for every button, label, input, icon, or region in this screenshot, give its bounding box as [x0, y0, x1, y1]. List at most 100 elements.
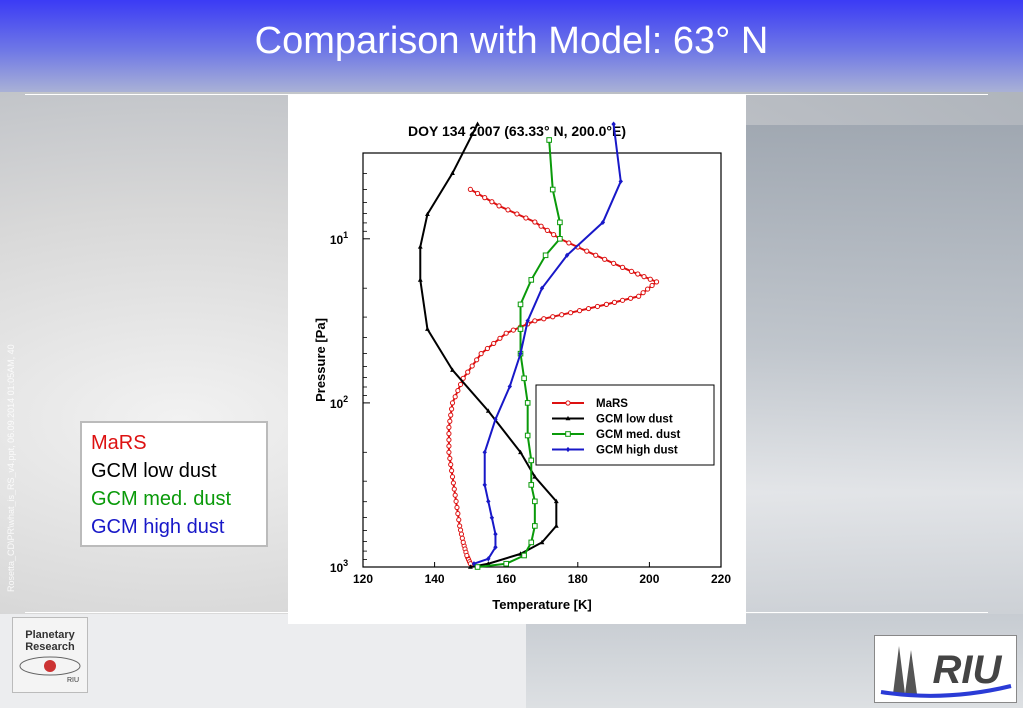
data-point-gcm-med-dust	[528, 482, 535, 488]
wave-icon	[880, 684, 1012, 698]
legend-item-gcm-low: GCM low dust	[91, 460, 217, 482]
logo-line-1: Planetary	[25, 629, 75, 641]
data-point-mars	[459, 535, 465, 541]
data-point-mars	[496, 203, 502, 209]
data-point-gcm-low-dust	[553, 523, 559, 528]
series-mars	[446, 186, 660, 567]
data-point-mars	[446, 443, 452, 449]
data-point-mars	[452, 492, 458, 498]
y-axis: 101 102 103	[330, 152, 370, 575]
data-point-gcm-low-dust	[485, 561, 491, 566]
chart-legend: MaRS GCM low dust GCM med. dust GCM high du…	[535, 384, 715, 466]
data-point-gcm-low-dust	[539, 539, 545, 545]
legend-marker-gcm-low-dust	[565, 415, 571, 421]
side-file-note: Rosetta_CD\PR\what_is_RS_v4.ppt, 06.09.2…	[6, 344, 16, 592]
data-point-gcm-med-dust	[474, 564, 481, 570]
data-point-gcm-low-dust	[417, 277, 423, 282]
data-point-mars	[446, 449, 452, 455]
data-point-gcm-med-dust	[524, 400, 531, 406]
data-point-mars	[594, 303, 601, 310]
planet-icon	[44, 660, 56, 672]
data-point-mars	[576, 308, 583, 314]
data-point-mars	[603, 301, 610, 307]
data-point-gcm-med-dust	[521, 552, 527, 559]
data-point-mars	[568, 310, 574, 316]
data-point-mars	[550, 314, 556, 320]
data-point-mars	[469, 363, 475, 369]
header-divider	[25, 94, 988, 95]
data-point-gcm-med-dust	[524, 432, 531, 439]
data-point-gcm-med-dust	[528, 539, 535, 546]
x-tick-label-3: 180	[568, 572, 588, 586]
x-tick-label-2: 160	[496, 572, 516, 586]
logo-tag: RIU	[67, 677, 79, 684]
riu-text: RIU	[933, 648, 1003, 692]
legend-marker-mars	[565, 400, 571, 406]
data-point-mars	[448, 461, 454, 468]
x-tick-label-1: 140	[425, 572, 445, 586]
data-point-gcm-high-dust	[539, 285, 545, 291]
planetary-research-logo: Planetary Research RIU	[12, 617, 88, 693]
plot-frame	[362, 152, 722, 568]
data-point-mars	[602, 256, 608, 262]
data-point-mars	[446, 431, 452, 437]
data-point-gcm-high-dust	[493, 416, 498, 422]
data-point-gcm-med-dust	[521, 375, 527, 382]
data-point-mars	[628, 268, 635, 275]
data-point-gcm-med-dust	[528, 457, 535, 464]
data-point-mars	[491, 340, 497, 347]
data-point-mars	[450, 480, 456, 486]
data-point-mars	[566, 240, 572, 246]
data-point-mars	[544, 227, 550, 234]
data-point-mars	[454, 504, 460, 511]
data-point-mars	[478, 351, 484, 357]
legend-marker-gcm-med-dust	[565, 431, 571, 437]
y-axis-label: Pressure [Pa]	[313, 318, 328, 402]
data-point-gcm-med-dust	[532, 523, 538, 529]
cathedral-spire-icon-2	[905, 650, 917, 694]
data-point-mars	[457, 523, 463, 529]
data-point-mars	[449, 406, 455, 412]
data-point-gcm-med-dust	[546, 137, 552, 143]
cathedral-spire-icon	[893, 646, 905, 694]
data-point-mars	[447, 455, 453, 462]
data-point-gcm-low-dust	[485, 408, 491, 413]
data-point-mars	[465, 369, 471, 375]
data-point-gcm-low-dust	[532, 474, 538, 479]
data-point-mars	[460, 375, 466, 381]
data-point-gcm-med-dust	[532, 498, 538, 505]
data-point-mars	[458, 531, 465, 537]
planetary-research-logo-graphic: Planetary Research RIU	[19, 629, 81, 684]
data-point-mars	[446, 424, 452, 430]
data-point-mars	[585, 305, 592, 312]
data-point-mars	[636, 293, 642, 299]
data-point-gcm-med-dust	[528, 277, 535, 283]
data-point-mars	[457, 527, 464, 533]
data-point-mars	[611, 299, 618, 305]
data-point-mars	[653, 279, 660, 285]
data-point-mars	[448, 412, 454, 418]
orbit-icon	[19, 656, 81, 676]
data-point-mars	[510, 327, 516, 333]
y-tick-label-1: 102	[330, 394, 348, 411]
chart-panel: DOY 134 2007 (63.33° N, 200.0°E) 120 140 1…	[288, 95, 746, 624]
x-tick-label-5: 220	[711, 572, 731, 586]
data-point-mars	[455, 387, 461, 394]
data-point-gcm-high-dust	[493, 544, 498, 550]
data-point-mars	[489, 199, 495, 205]
data-point-mars	[451, 486, 457, 492]
data-point-gcm-low-dust	[425, 326, 430, 331]
data-point-mars	[474, 190, 481, 197]
data-point-mars	[649, 282, 655, 289]
data-point-gcm-high-dust	[482, 482, 487, 488]
riu-logo-graphic: RIU	[880, 646, 1012, 698]
data-point-mars	[484, 345, 491, 352]
series-gcm-med-dust	[474, 137, 563, 570]
data-point-mars	[619, 297, 626, 303]
legend-marker-gcm-high-dust	[565, 446, 571, 453]
data-point-mars	[456, 517, 462, 523]
data-point-gcm-med-dust	[517, 326, 524, 332]
data-point-gcm-low-dust	[468, 564, 473, 569]
spacecraft-background-image	[745, 125, 1023, 615]
data-point-gcm-high-dust	[471, 561, 477, 567]
